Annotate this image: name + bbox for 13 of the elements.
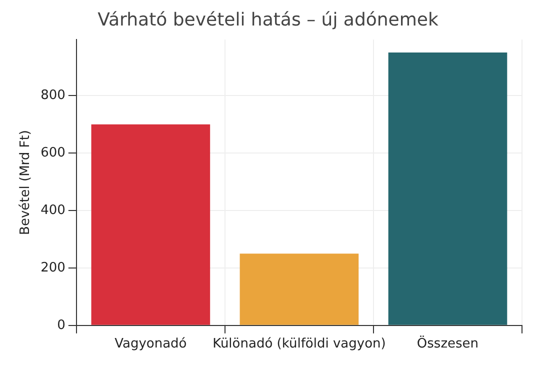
- y-tick-label: 0: [57, 318, 66, 333]
- y-tick-label: 400: [40, 202, 66, 218]
- chart-title: Várható bevételi hatás – új adónemek: [98, 9, 439, 30]
- x-tick-label: Különadó (külföldi vagyon): [212, 336, 386, 352]
- bar: [240, 254, 359, 325]
- bar: [388, 52, 508, 325]
- bar: [91, 124, 210, 325]
- x-tick-label: Vagyonadó: [114, 336, 187, 352]
- y-axis-title: Bevétel (Mrd Ft): [18, 130, 34, 235]
- y-tick-label: 600: [40, 145, 66, 160]
- y-tick-label: 800: [40, 88, 66, 103]
- y-tick-label: 200: [40, 260, 66, 276]
- x-tick-label: Összesen: [416, 336, 479, 352]
